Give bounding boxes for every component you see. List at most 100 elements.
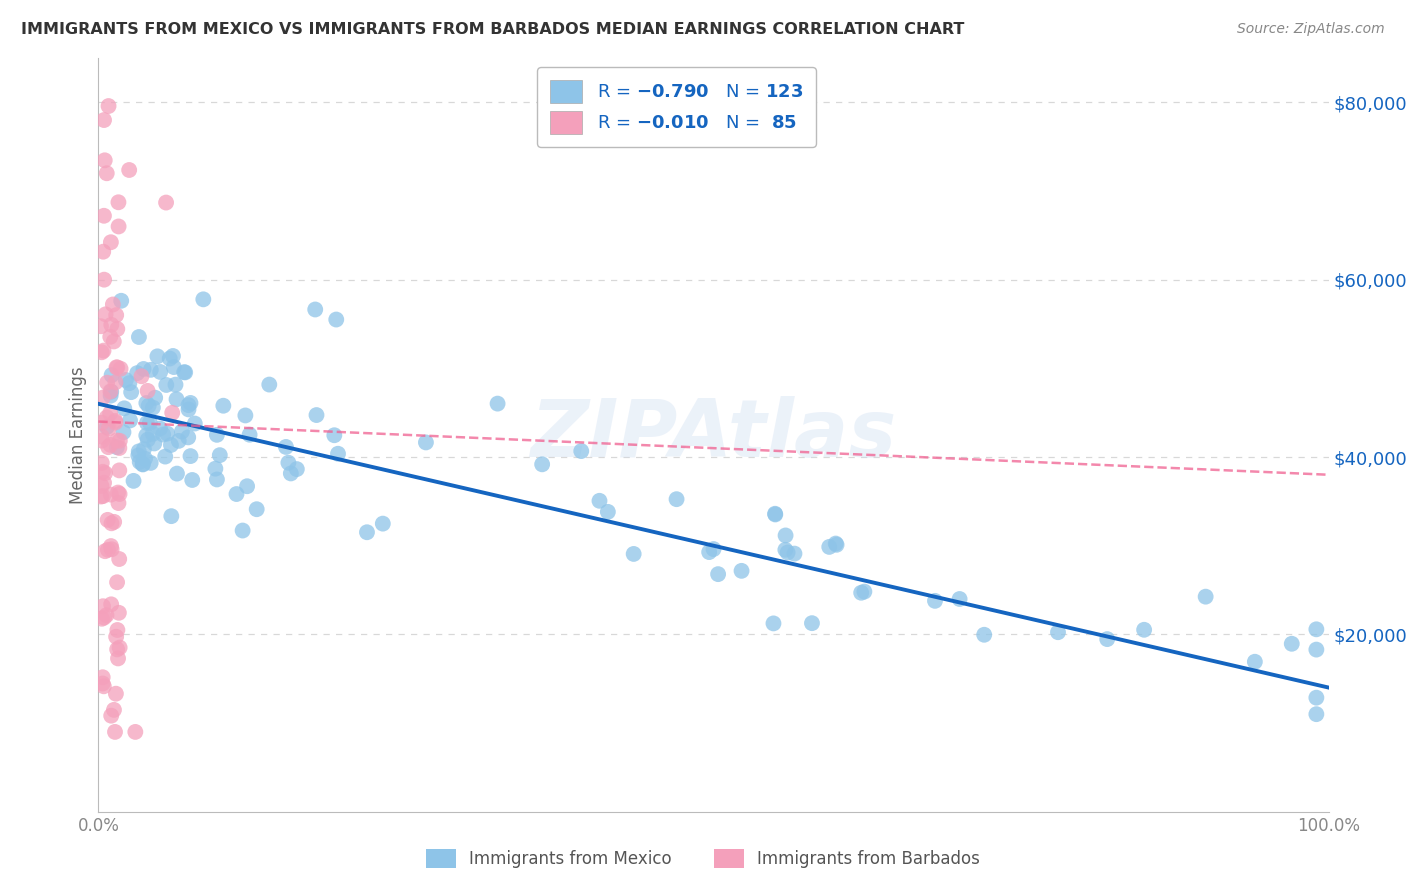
Immigrants from Mexico [179,396,201,410]
Immigrants from Mexico [1305,690,1327,705]
Immigrants from Barbados [97,513,120,527]
Immigrants from Barbados [155,195,177,210]
Immigrants from Mexico [665,492,688,507]
Immigrants from Mexico [763,508,786,522]
Immigrants from Mexico [1244,655,1267,669]
Immigrants from Mexico [304,302,326,317]
Immigrants from Barbados [91,391,114,405]
Immigrants from Mexico [122,474,145,488]
Immigrants from Mexico [142,401,165,415]
Immigrants from Mexico [166,467,188,481]
Immigrants from Barbados [105,575,128,590]
Immigrants from Mexico [274,440,297,454]
Immigrants from Mexico [730,564,752,578]
Immigrants from Barbados [100,488,122,502]
Immigrants from Mexico [849,586,872,600]
Immigrants from Barbados [97,99,120,113]
Immigrants from Mexico [173,365,195,379]
Immigrants from Mexico [1133,623,1156,637]
Immigrants from Mexico [824,536,846,550]
Immigrants from Mexico [596,505,619,519]
Immigrants from Barbados [93,273,115,287]
Immigrants from Mexico [697,545,720,559]
Immigrants from Barbados [107,195,129,210]
Immigrants from Barbados [136,384,159,398]
Immigrants from Mexico [225,487,247,501]
Immigrants from Barbados [97,421,120,435]
Immigrants from Mexico [783,547,806,561]
Immigrants from Mexico [135,428,157,442]
Immigrants from Barbados [104,725,127,739]
Immigrants from Barbados [108,606,131,620]
Immigrants from Mexico [112,401,135,416]
Immigrants from Mexico [143,436,166,450]
Immigrants from Mexico [132,362,155,376]
Immigrants from Mexico [159,351,181,366]
Immigrants from Barbados [108,640,131,655]
Immigrants from Mexico [100,389,122,403]
Immigrants from Mexico [139,416,162,430]
Immigrants from Barbados [107,651,129,665]
Immigrants from Barbados [90,430,112,444]
Immigrants from Barbados [100,235,122,250]
Immigrants from Mexico [136,416,159,430]
Immigrants from Mexico [142,426,165,441]
Immigrants from Mexico [949,592,972,607]
Text: Source: ZipAtlas.com: Source: ZipAtlas.com [1237,22,1385,37]
Immigrants from Barbados [97,440,120,454]
Immigrants from Mexico [131,457,153,471]
Immigrants from Mexico [127,449,149,463]
Immigrants from Mexico [139,456,162,470]
Immigrants from Mexico [204,461,226,475]
Immigrants from Barbados [103,334,125,349]
Immigrants from Mexico [356,525,378,540]
Immigrants from Barbados [104,416,127,430]
Immigrants from Mexico [1046,625,1070,640]
Immigrants from Mexico [305,408,328,422]
Immigrants from Mexico [163,360,186,375]
Immigrants from Barbados [105,642,128,657]
Immigrants from Mexico [170,425,193,439]
Immigrants from Barbados [103,703,125,717]
Immigrants from Barbados [96,376,118,390]
Immigrants from Barbados [91,599,114,614]
Immigrants from Mexico [100,368,122,383]
Immigrants from Mexico [1305,707,1327,722]
Immigrants from Barbados [93,113,115,128]
Immigrants from Mexico [155,378,177,392]
Immigrants from Barbados [162,406,183,420]
Immigrants from Mexico [138,399,160,413]
Immigrants from Barbados [101,297,124,311]
Immigrants from Mexico [160,509,183,524]
Immigrants from Mexico [162,349,184,363]
Immigrants from Mexico [707,567,730,582]
Immigrants from Mexico [128,330,150,344]
Immigrants from Mexico [853,584,876,599]
Immigrants from Mexico [120,385,142,400]
Immigrants from Mexico [235,409,257,423]
Immigrants from Mexico [205,472,228,486]
Immigrants from Mexico [285,462,308,476]
Immigrants from Barbados [94,466,117,480]
Immigrants from Mexico [277,456,299,470]
Immigrants from Mexico [179,449,201,463]
Immigrants from Barbados [90,319,112,334]
Immigrants from Barbados [108,463,131,477]
Immigrants from Barbados [90,434,112,448]
Immigrants from Mexico [174,365,197,379]
Immigrants from Mexico [1097,632,1119,646]
Immigrants from Barbados [90,345,112,359]
Immigrants from Mexico [143,391,166,405]
Legend: Immigrants from Mexico, Immigrants from Barbados: Immigrants from Mexico, Immigrants from … [419,843,987,875]
Immigrants from Mexico [1195,590,1218,604]
Immigrants from Mexico [325,312,347,326]
Immigrants from Barbados [93,153,115,168]
Immigrants from Barbados [91,670,114,684]
Immigrants from Barbados [100,318,122,332]
Immigrants from Mexico [588,493,610,508]
Immigrants from Barbados [93,610,115,624]
Immigrants from Mexico [415,435,437,450]
Immigrants from Mexico [112,425,135,440]
Y-axis label: Median Earnings: Median Earnings [69,366,87,504]
Immigrants from Mexico [326,447,349,461]
